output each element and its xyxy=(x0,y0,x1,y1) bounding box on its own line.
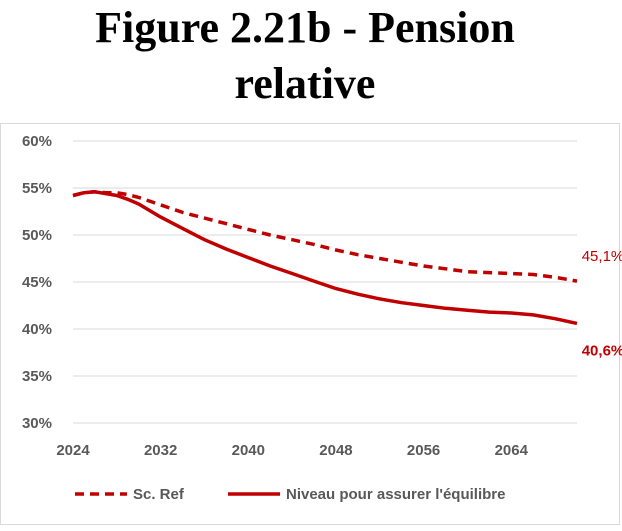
x-tick-label: 2048 xyxy=(319,442,352,459)
x-tick-label: 2032 xyxy=(144,442,177,459)
y-tick-label: 50% xyxy=(22,227,52,244)
chart-title-line-2: relative xyxy=(234,59,376,108)
x-tick-label: 2064 xyxy=(495,442,529,459)
x-tick-label: 2024 xyxy=(56,442,90,459)
series-line-niveau-equilibre xyxy=(72,190,578,326)
y-tick-label: 60% xyxy=(22,133,52,150)
y-tick-label: 30% xyxy=(22,415,52,432)
series-line-sc-ref xyxy=(72,190,578,283)
end-value-label: 45,1% xyxy=(582,248,622,265)
x-tick-label: 2056 xyxy=(407,442,440,459)
y-tick-label: 45% xyxy=(22,274,52,291)
y-tick-label: 35% xyxy=(22,368,52,385)
y-axis-tick-labels: 30% 35% 40% 45% 50% 55% 60% xyxy=(22,133,52,432)
series-end-labels: 45,1% 40,6% xyxy=(582,248,622,359)
series-lines xyxy=(72,190,578,326)
x-tick-label: 2040 xyxy=(232,442,265,459)
legend-label: Sc. Ref xyxy=(133,486,185,503)
chart-frame xyxy=(0,123,620,525)
end-value-label: 40,6% xyxy=(582,342,622,359)
gridlines xyxy=(73,140,577,424)
chart-title: Figure 2.21b - Pension relative xyxy=(0,0,610,112)
y-tick-label: 40% xyxy=(22,321,52,338)
legend-label: Niveau pour assurer l'équilibre xyxy=(286,486,505,503)
legend: Sc. Ref Niveau pour assurer l'équilibre xyxy=(75,486,505,503)
x-axis-tick-labels: 2024 2032 2040 2048 2056 2064 xyxy=(56,442,528,459)
chart-title-line-1: Figure 2.21b - Pension xyxy=(95,3,515,52)
y-tick-label: 55% xyxy=(22,180,52,197)
